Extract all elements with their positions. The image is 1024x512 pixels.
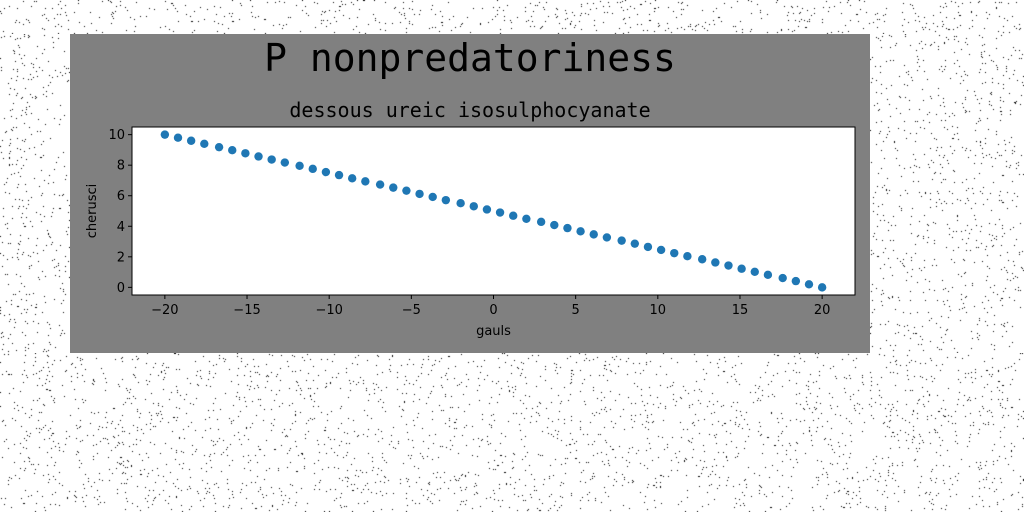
scatter-point: [643, 242, 653, 252]
scatter-point: [186, 136, 196, 145]
y-tick-label: 10: [108, 128, 125, 143]
scatter-point: [536, 217, 546, 227]
scatter-point: [160, 130, 170, 139]
y-tick-label: 0: [117, 281, 125, 296]
scatter-point: [737, 264, 746, 273]
x-tick-label: −20: [151, 303, 178, 318]
scatter-point: [778, 273, 787, 283]
scatter-point: [791, 276, 801, 286]
scatter-point: [456, 199, 465, 208]
scatter-point: [295, 161, 304, 170]
scatter-point: [697, 255, 707, 264]
scatter-point: [670, 248, 679, 258]
y-tick-label: 2: [117, 250, 125, 265]
scatter-point: [214, 142, 224, 152]
scatter-point: [415, 189, 424, 199]
scatter-point: [200, 139, 209, 148]
scatter-point: [763, 270, 773, 280]
scatter-point: [402, 186, 411, 195]
y-tick-label: 4: [117, 220, 125, 235]
chart-svg: −20 −15 −10 −5 0 5 10 15 20 0 2 4 6 8 10 gauls cherus…: [85, 126, 856, 339]
scatter-point: [441, 195, 451, 205]
chart-title: dessous ureic isosulphocyanate: [289, 98, 651, 122]
scatter-point: [817, 283, 827, 292]
scatter-point: [308, 164, 317, 174]
scatter-point: [683, 252, 692, 261]
scatter-point: [173, 133, 183, 142]
scatter-point: [361, 177, 370, 186]
scatter-point: [375, 180, 385, 189]
scatter-point: [724, 261, 733, 270]
scatter-point: [482, 205, 492, 214]
scatter-point: [389, 183, 398, 192]
scatter-point: [617, 236, 626, 245]
scatter-point: [630, 239, 640, 248]
y-axis-label: cherusci: [85, 184, 100, 239]
x-tick-label: 10: [650, 303, 667, 318]
scatter-point: [750, 267, 759, 276]
figure-suptitle: P nonpredatoriness: [264, 36, 676, 80]
scatter-point: [563, 223, 572, 233]
scatter-point: [804, 280, 814, 289]
scatter-point: [347, 174, 357, 183]
plot-area: [131, 126, 856, 296]
scatter-point: [334, 170, 344, 180]
scatter-point: [280, 158, 290, 167]
scatter-point: [602, 233, 612, 242]
scatter-point: [509, 211, 518, 220]
scatter-point: [711, 258, 720, 267]
scatter-point: [656, 245, 666, 255]
scatter-point: [267, 155, 276, 164]
scatter-point: [228, 146, 237, 155]
chart-figure: −20 −15 −10 −5 0 5 10 15 20 0 2 4 6 8 10 gauls cherus…: [70, 34, 870, 353]
scatter-point: [576, 227, 585, 236]
x-tick-label: 20: [814, 303, 831, 318]
scatter-point: [495, 208, 505, 217]
x-tick-label: 15: [732, 303, 749, 318]
scatter-point: [241, 149, 250, 158]
y-tick-label: 8: [117, 159, 125, 174]
scatter-point: [254, 152, 263, 161]
x-tick-label: 5: [572, 303, 580, 318]
x-axis-label: gauls: [476, 324, 511, 339]
x-tick-label: −5: [402, 303, 421, 318]
scatter-point: [428, 192, 437, 202]
x-tick-label: −15: [233, 303, 260, 318]
scatter-point: [469, 202, 478, 211]
y-tick-label: 6: [117, 189, 125, 204]
x-tick-label: −10: [315, 303, 342, 318]
scatter-point: [550, 220, 559, 230]
scatter-point: [522, 214, 531, 223]
x-tick-label: 0: [489, 303, 497, 318]
scatter-point: [321, 167, 331, 177]
scatter-point: [589, 230, 598, 239]
